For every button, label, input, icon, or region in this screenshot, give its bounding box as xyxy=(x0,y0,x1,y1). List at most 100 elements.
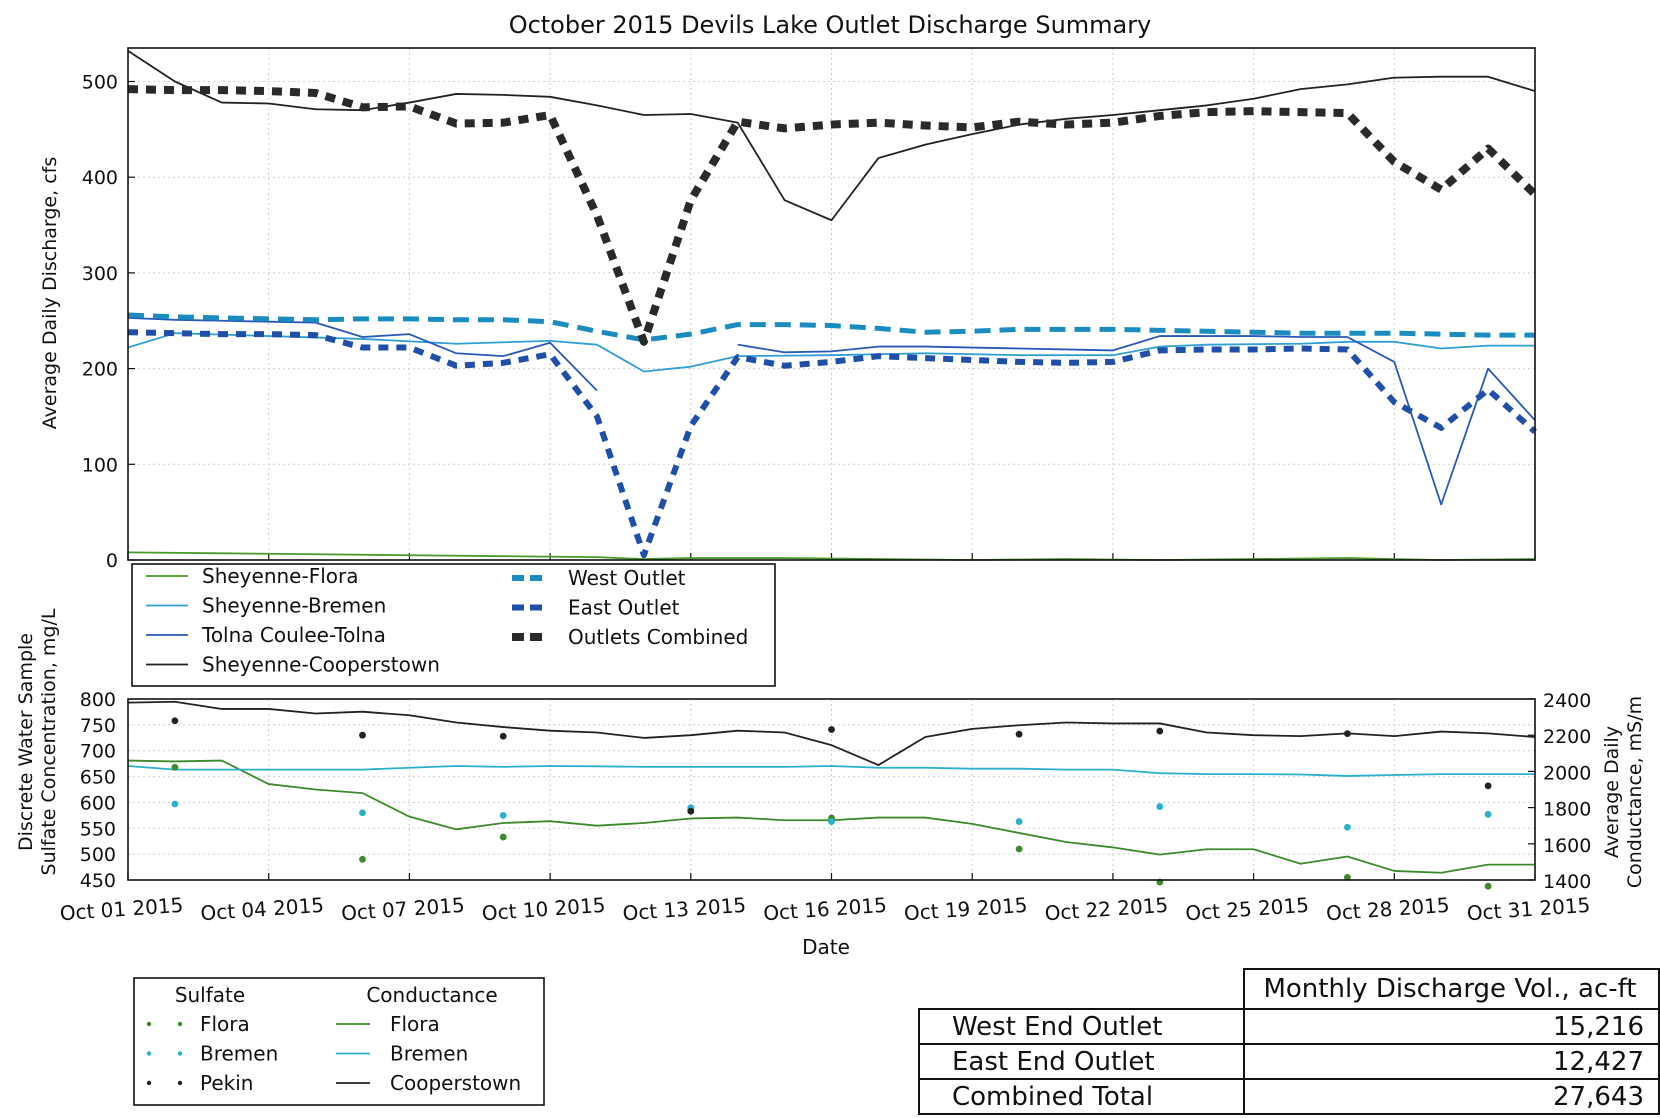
right-y-tick-label: 1800 xyxy=(1543,799,1591,821)
y-tick-label: 650 xyxy=(80,767,116,789)
conductance-line-bremen xyxy=(127,765,1535,777)
y-tick-label: 100 xyxy=(82,454,118,476)
x-tick-label: Oct 19 2015 xyxy=(903,893,1028,926)
x-tick-label: Oct 31 2015 xyxy=(1466,893,1591,926)
right-y-tick-label: 2000 xyxy=(1543,762,1591,784)
legend-label-sheyenne-bremen: Sheyenne-Bremen xyxy=(202,594,386,618)
monthly-discharge-volume-table: Monthly Discharge Vol., ac-ft West End O… xyxy=(917,968,1660,1115)
conductance-line-cooperstown xyxy=(127,700,1536,766)
row-label: West End Outlet xyxy=(917,1008,1246,1045)
sulfate-point-pekin xyxy=(828,726,835,733)
legend-label-cooperstown: Cooperstown xyxy=(390,1071,521,1095)
row-label: Combined Total xyxy=(917,1078,1246,1115)
sulfate-point-bremen xyxy=(1156,803,1164,810)
right-y-axis-label-line2: Conductance, mS/m xyxy=(1624,696,1646,888)
legend-title-conductance: Conductance xyxy=(366,983,497,1007)
table-header-row: Monthly Discharge Vol., ac-ft xyxy=(919,968,1660,1010)
table-row: Combined Total 27,643 xyxy=(917,1078,1660,1115)
legend-label-flora: Flora xyxy=(200,1012,250,1036)
row-value: 15,216 xyxy=(1243,1008,1660,1045)
series-line-outlets-combined xyxy=(127,85,1538,346)
series-line-east-outlet xyxy=(127,329,1538,559)
sulfate-point-flora xyxy=(359,855,366,863)
legend-label-east-outlet: East Outlet xyxy=(568,596,680,620)
discharge-plot: 0 100 200 300 400 500 xyxy=(82,47,1538,572)
discharge-legend: Sheyenne-Flora Sheyenne-Bremen Tolna Coule… xyxy=(131,563,776,687)
bottom-y-axis-label-line2: Sulfate Concentration, mg/L xyxy=(38,608,60,875)
legend-frame xyxy=(131,563,776,687)
table-corner xyxy=(919,969,1244,1009)
legend-label-pekin: Pekin xyxy=(200,1071,253,1095)
sulfate-point-pekin xyxy=(359,731,366,739)
right-y-tick-label: 2400 xyxy=(1543,690,1591,712)
legend-marker-bremen xyxy=(177,1051,183,1056)
sulfate-point-bremen xyxy=(1484,810,1492,818)
legend-label-bremen: Bremen xyxy=(200,1042,278,1066)
legend-label-sheyenne-flora: Sheyenne-Flora xyxy=(202,564,358,588)
sulfate-point-bremen xyxy=(1015,818,1023,825)
sulfate-point-flora xyxy=(1015,845,1023,853)
table-row: West End Outlet 15,216 xyxy=(917,1008,1660,1045)
sulfate-point-flora xyxy=(1484,882,1492,890)
y-tick-label: 500 xyxy=(80,844,116,866)
sulfate-point-pekin xyxy=(171,717,179,725)
sulfate-point-flora xyxy=(171,763,179,771)
table-header: Monthly Discharge Vol., ac-ft xyxy=(1243,968,1660,1010)
right-y-tick-label: 2200 xyxy=(1543,726,1591,748)
sulfate-point-bremen xyxy=(499,811,507,819)
legend-marker-pekin xyxy=(146,1080,152,1086)
right-y-axis-label-line1: Average Daily xyxy=(1601,726,1623,858)
legend-label-outlets-combined: Outlets Combined xyxy=(568,625,748,649)
sulfate-point-pekin xyxy=(499,732,507,740)
legend-label-bremen: Bremen xyxy=(390,1042,468,1066)
top-y-axis-label: Average Daily Discharge, cfs xyxy=(39,157,61,429)
y-tick-label: 0 xyxy=(106,550,118,572)
plot-frame xyxy=(127,47,1536,561)
x-tick-label: Oct 01 2015 xyxy=(59,893,184,926)
series-line-sheyenne-flora xyxy=(127,551,1536,561)
legend-label-sheyenne-cooperstown: Sheyenne-Cooperstown xyxy=(202,653,440,677)
x-tick-label: Oct 28 2015 xyxy=(1325,893,1450,926)
sulfate-point-bremen xyxy=(828,818,835,825)
sulfate-point-pekin xyxy=(1344,730,1351,738)
legend-marker-flora xyxy=(177,1021,183,1027)
legend-label-west-outlet: West Outlet xyxy=(568,566,686,590)
plot-frame xyxy=(127,698,1536,881)
sulfate-point-pekin xyxy=(687,807,695,815)
chart-title: October 2015 Devils Lake Outlet Discharg… xyxy=(509,11,1152,39)
x-axis-label: Date xyxy=(802,935,850,959)
legend-marker-flora xyxy=(146,1021,152,1027)
sulfate-point-bremen xyxy=(171,800,179,808)
series-line-west-outlet xyxy=(127,312,1535,343)
bottom-y-axis-label-line1: Discrete Water Sample xyxy=(15,633,37,851)
legend-title-sulfate: Sulfate xyxy=(175,983,245,1007)
table-row: East End Outlet 12,427 xyxy=(917,1043,1660,1080)
x-tick-label: Oct 25 2015 xyxy=(1185,893,1310,926)
y-tick-label: 550 xyxy=(80,818,116,840)
series-line-tolna-coulee-tolna xyxy=(127,316,598,392)
y-tick-label: 450 xyxy=(80,870,116,892)
row-value: 27,643 xyxy=(1243,1078,1660,1115)
x-tick-label: Oct 04 2015 xyxy=(200,893,325,926)
y-tick-label: 750 xyxy=(80,715,116,737)
legend-label-flora: Flora xyxy=(390,1012,440,1036)
sulfate-point-pekin xyxy=(1156,727,1164,735)
y-tick-label: 500 xyxy=(82,71,118,93)
series-line-tolna-coulee-tolna xyxy=(737,335,1536,506)
y-tick-label: 300 xyxy=(82,263,118,285)
y-tick-label: 200 xyxy=(82,359,118,381)
sulfate-point-pekin xyxy=(1015,730,1023,738)
y-tick-label: 400 xyxy=(82,167,118,189)
x-tick-label: Oct 16 2015 xyxy=(762,893,887,926)
sulfate-conductance-plot: Oct 01 2015 Oct 04 2015 Oct 07 2015 Oct 10 … xyxy=(59,689,1591,925)
legend-label-tolna-coulee-tolna: Tolna Coulee-Tolna xyxy=(201,623,386,647)
legend-marker-pekin xyxy=(177,1080,183,1086)
sulfate-point-bremen xyxy=(1344,823,1351,831)
x-tick-label: Oct 07 2015 xyxy=(340,893,465,926)
sulfate-point-flora xyxy=(1344,874,1351,881)
right-y-tick-label: 1600 xyxy=(1543,835,1591,857)
y-tick-label: 700 xyxy=(80,741,116,763)
sulfate-point-bremen xyxy=(359,809,366,817)
